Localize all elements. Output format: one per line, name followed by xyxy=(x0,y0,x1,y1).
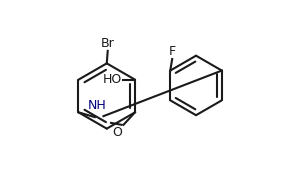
Text: HO: HO xyxy=(102,73,122,86)
Text: F: F xyxy=(169,45,176,58)
Text: O: O xyxy=(113,126,122,139)
Text: Br: Br xyxy=(101,37,115,50)
Text: NH: NH xyxy=(87,99,106,112)
